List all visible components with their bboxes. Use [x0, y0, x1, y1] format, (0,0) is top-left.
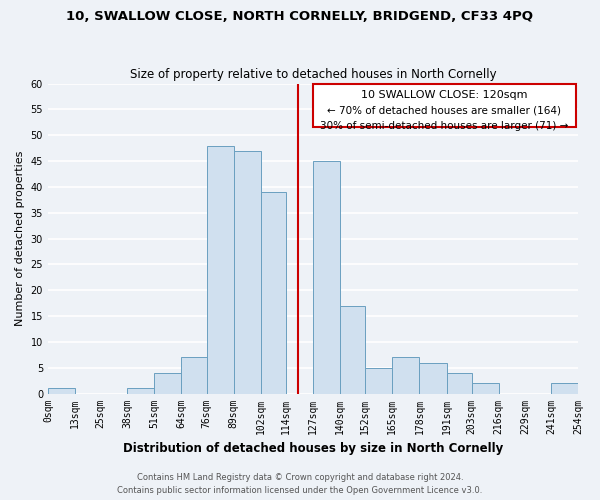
Bar — [127, 388, 154, 394]
Bar — [206, 146, 233, 394]
Bar — [472, 383, 499, 394]
Bar — [551, 383, 578, 394]
Bar — [419, 362, 446, 394]
Bar — [261, 192, 286, 394]
Bar — [48, 388, 75, 394]
Text: 10 SWALLOW CLOSE: 120sqm: 10 SWALLOW CLOSE: 120sqm — [361, 90, 527, 100]
Text: 10, SWALLOW CLOSE, NORTH CORNELLY, BRIDGEND, CF33 4PQ: 10, SWALLOW CLOSE, NORTH CORNELLY, BRIDG… — [67, 10, 533, 23]
Bar — [313, 161, 340, 394]
Title: Size of property relative to detached houses in North Cornelly: Size of property relative to detached ho… — [130, 68, 496, 81]
Bar — [233, 150, 261, 394]
Bar — [446, 373, 472, 394]
Text: ← 70% of detached houses are smaller (164): ← 70% of detached houses are smaller (16… — [328, 106, 562, 116]
Text: Contains HM Land Registry data © Crown copyright and database right 2024.
Contai: Contains HM Land Registry data © Crown c… — [118, 473, 482, 495]
Text: 30% of semi-detached houses are larger (71) →: 30% of semi-detached houses are larger (… — [320, 121, 569, 131]
X-axis label: Distribution of detached houses by size in North Cornelly: Distribution of detached houses by size … — [123, 442, 503, 455]
Bar — [340, 306, 365, 394]
Bar — [313, 84, 576, 128]
Bar — [365, 368, 392, 394]
Y-axis label: Number of detached properties: Number of detached properties — [15, 151, 25, 326]
Bar — [392, 358, 419, 394]
Bar — [181, 358, 206, 394]
Bar — [154, 373, 181, 394]
